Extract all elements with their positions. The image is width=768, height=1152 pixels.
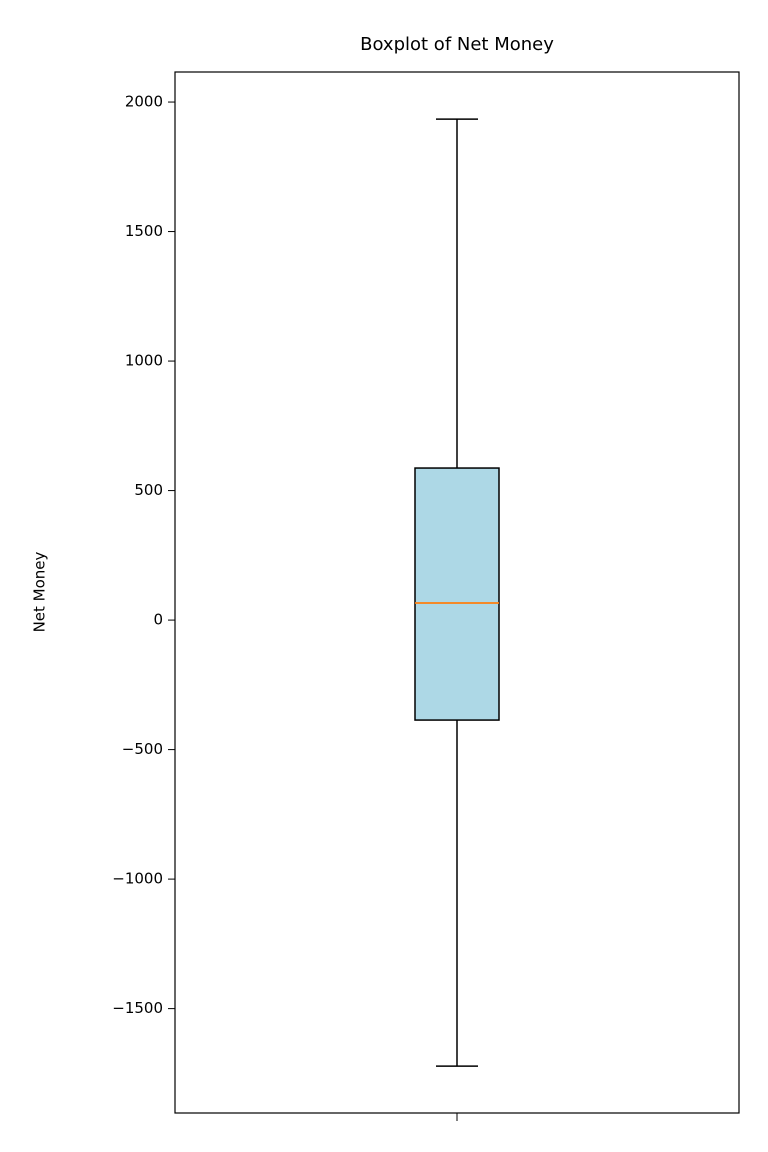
- y-tick-label: −1000: [112, 870, 163, 888]
- box: [414, 467, 500, 721]
- y-axis-label: Net Money: [31, 551, 49, 632]
- y-tick-label: −500: [122, 740, 163, 758]
- y-tick-label: 500: [134, 481, 163, 499]
- y-tick-label: −1500: [112, 999, 163, 1017]
- y-tick-label: 2000: [125, 93, 163, 111]
- y-tick-label: 0: [153, 611, 163, 629]
- y-tick-label: 1500: [125, 222, 163, 240]
- chart-title: Boxplot of Net Money: [360, 34, 554, 55]
- y-tick-label: 1000: [125, 352, 163, 370]
